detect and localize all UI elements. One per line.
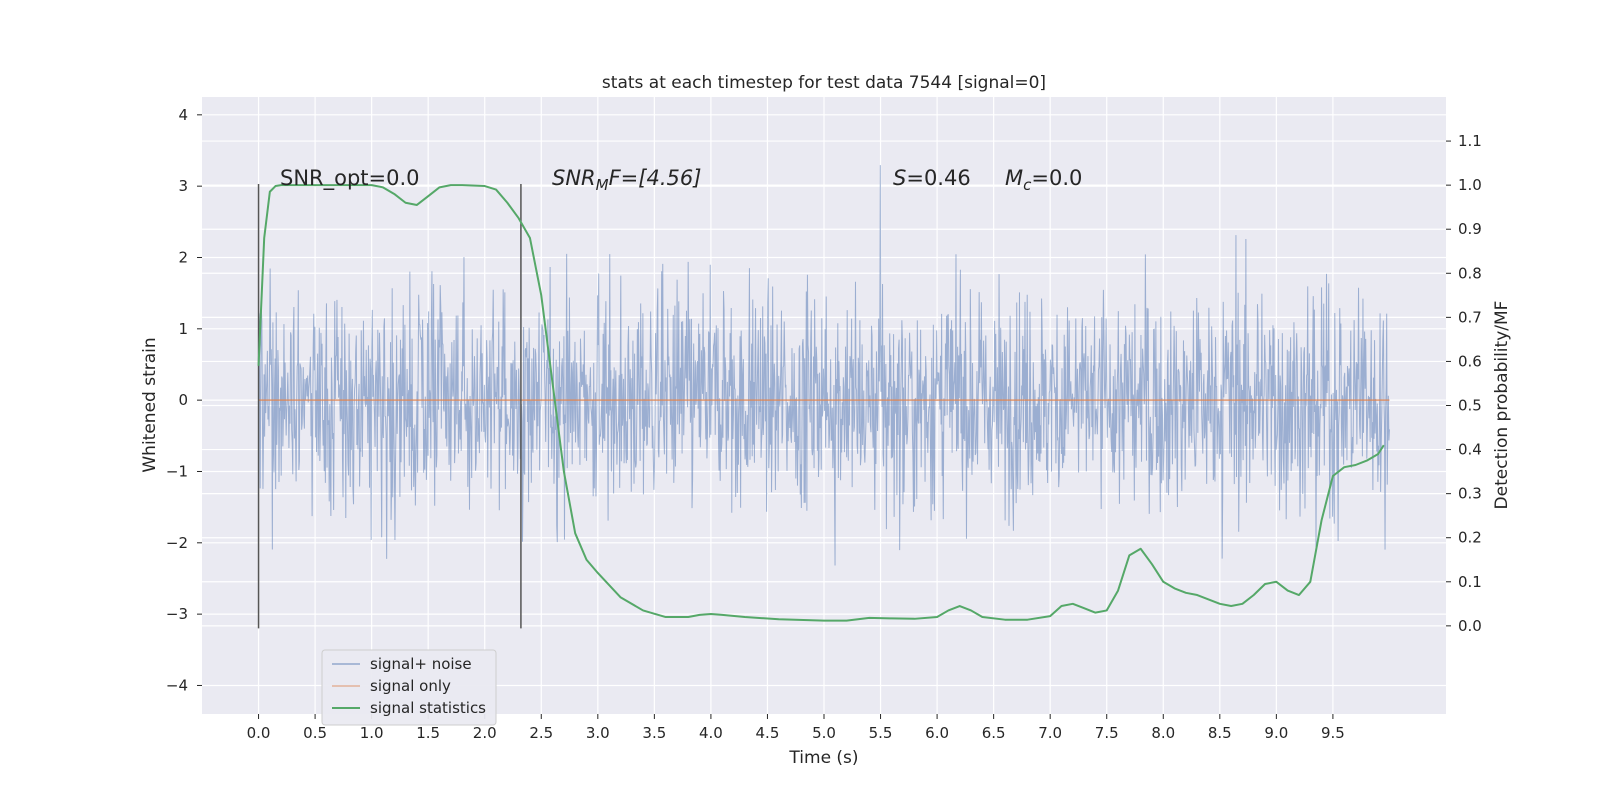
signal-statistics-series	[257, 184, 1385, 622]
annotation-snr-mf-sub: M	[596, 176, 609, 194]
legend-label-signal: signal only	[370, 677, 451, 695]
y2-tick-label: 0.8	[1458, 264, 1482, 282]
annotation-s-rest: =0.46	[906, 166, 970, 190]
y2-tick-label: 0.6	[1458, 352, 1482, 370]
x-tick-label: 2.0	[473, 724, 497, 742]
signal-statistics-line	[257, 184, 1385, 622]
x-axis-label: Time (s)	[788, 748, 858, 768]
y-tick-label: −3	[166, 605, 188, 623]
x-tick-label: 5.5	[869, 724, 893, 742]
y2-tick-label: 0.0	[1458, 617, 1482, 635]
x-tick-label: 1.0	[360, 724, 384, 742]
y-tick-label: −2	[166, 534, 188, 552]
y-tick-label: 3	[178, 177, 188, 195]
y2-tick-label: 0.2	[1458, 529, 1482, 547]
annotation-mc-rest: =0.0	[1031, 166, 1082, 190]
annotation-snr-opt: SNR_opt=0.0	[280, 166, 420, 191]
y2-tick-label: 1.1	[1458, 132, 1482, 150]
x-tick-label: 8.5	[1208, 724, 1232, 742]
y2-tick-label: 0.5	[1458, 397, 1482, 415]
y-tick-label: 4	[178, 106, 188, 124]
annotation-mc: Mc=0.0	[1005, 166, 1082, 194]
annotation-mc-sub: c	[1023, 176, 1032, 194]
y2-tick-label: 1.0	[1458, 176, 1482, 194]
x-tick-label: 3.0	[586, 724, 610, 742]
x-tick-label: 8.0	[1151, 724, 1175, 742]
y-tick-label: −4	[166, 676, 188, 694]
legend-frame	[321, 649, 497, 726]
noise-line	[258, 165, 1390, 566]
x-tick-label: 7.0	[1038, 724, 1062, 742]
annotation-snr-mf-rest: F=[4.56]	[609, 166, 702, 190]
y2-axis-label: Detection probability/MF	[1492, 301, 1512, 510]
annotation-snr-mf-main: SNR	[552, 166, 596, 190]
y2-tick-label: 0.7	[1458, 308, 1482, 326]
y2-tick-label: 0.3	[1458, 485, 1482, 503]
annotation-s-main: S	[893, 166, 906, 190]
y-tick-label: 0	[178, 391, 188, 409]
chart-title: stats at each timestep for test data 754…	[602, 73, 1046, 93]
annotation-snr-mf: SNRMF=[4.56]	[552, 166, 701, 194]
annotation-s: S=0.46	[893, 166, 971, 190]
y-tick-label: −1	[166, 462, 188, 480]
x-tick-label: 1.5	[416, 724, 440, 742]
y-tick-label: 1	[178, 320, 188, 338]
annotation-mc-main: M	[1005, 166, 1023, 190]
x-tick-label: 2.5	[529, 724, 553, 742]
x-tick-label: 9.0	[1264, 724, 1288, 742]
y2-tick-label: 0.9	[1458, 220, 1482, 238]
y2-tick-label: 0.1	[1458, 573, 1482, 591]
x-tick-label: 6.5	[982, 724, 1006, 742]
vline-layer	[257, 184, 522, 629]
y2-tick-label: 0.4	[1458, 441, 1482, 459]
x-tick-label: 9.5	[1321, 724, 1345, 742]
x-tick-label: 0.0	[247, 724, 271, 742]
tick-layer: 0.0 0.5 1.0 1.5 2.0 2.5 3.0 3.5 4.0 4.5 5.0 5.5 6.0 6…	[166, 106, 1482, 742]
x-tick-label: 5.0	[812, 724, 836, 742]
x-tick-label: 4.5	[756, 724, 780, 742]
y-tick-label: 2	[178, 248, 188, 266]
y-axis-label: Whitened strain	[140, 337, 160, 472]
legend-label-statistics: signal statistics	[370, 699, 486, 717]
legend-label-noise: signal+ noise	[370, 655, 472, 673]
x-tick-label: 6.0	[925, 724, 949, 742]
x-tick-label: 4.0	[699, 724, 723, 742]
x-tick-label: 0.5	[303, 724, 327, 742]
legend: signal+ noise signal only signal statist…	[321, 649, 497, 726]
x-tick-label: 7.5	[1095, 724, 1119, 742]
noise-series	[258, 165, 1390, 566]
x-tick-label: 3.5	[642, 724, 666, 742]
